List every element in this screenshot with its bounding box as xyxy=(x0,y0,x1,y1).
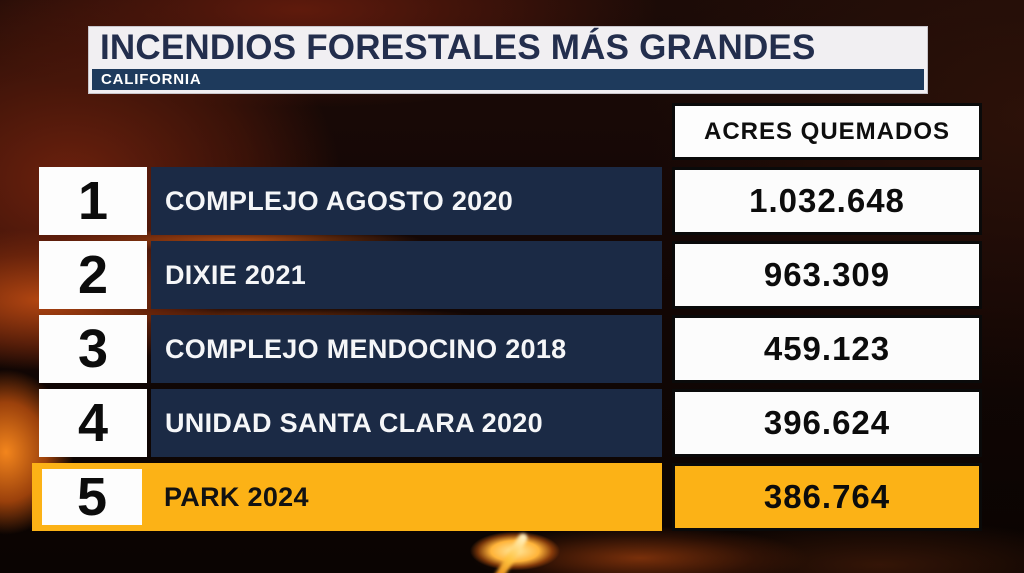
fire-name-label: COMPLEJO AGOSTO 2020 xyxy=(151,167,662,235)
table-row: 4 UNIDAD SANTA CLARA 2020 396.624 xyxy=(32,389,982,457)
table-row: 2 DIXIE 2021 963.309 xyxy=(32,241,982,309)
table-row: 5 PARK 2024 386.764 xyxy=(32,463,982,531)
ranking-table: 1 COMPLEJO AGOSTO 2020 1.032.648 2 DIXIE… xyxy=(32,167,982,531)
row-left-bar: 2 DIXIE 2021 xyxy=(32,241,662,309)
title-banner: INCENDIOS FORESTALES MÁS GRANDES CALIFOR… xyxy=(88,26,928,94)
rank-badge: 3 xyxy=(39,315,147,383)
fire-name-label: DIXIE 2021 xyxy=(151,241,662,309)
subtitle-strip: CALIFORNIA xyxy=(92,69,924,90)
row-left-bar: 1 COMPLEJO AGOSTO 2020 xyxy=(32,167,662,235)
rank-number: 3 xyxy=(77,319,109,379)
rank-badge: 1 xyxy=(39,167,147,235)
rank-number: 2 xyxy=(77,245,109,305)
fire-name-label: COMPLEJO MENDOCINO 2018 xyxy=(151,315,662,383)
column-header-acres: ACRES QUEMADOS xyxy=(672,103,982,160)
acres-value: 396.624 xyxy=(672,389,982,457)
row-left-bar: 3 COMPLEJO MENDOCINO 2018 xyxy=(32,315,662,383)
table-row: 3 COMPLEJO MENDOCINO 2018 459.123 xyxy=(32,315,982,383)
row-left-bar: 5 PARK 2024 xyxy=(32,463,662,531)
fire-name-label: PARK 2024 xyxy=(164,481,309,512)
acres-value: 963.309 xyxy=(672,241,982,309)
rank-badge: 5 xyxy=(42,469,142,525)
rank-badge: 4 xyxy=(39,389,147,457)
acres-value: 1.032.648 xyxy=(672,167,982,235)
rank-badge: 2 xyxy=(39,241,147,309)
rank-number: 4 xyxy=(77,393,109,453)
fire-name-label: UNIDAD SANTA CLARA 2020 xyxy=(151,389,662,457)
subtitle-label: CALIFORNIA xyxy=(101,71,202,88)
rank-number: 1 xyxy=(77,171,109,231)
acres-value: 459.123 xyxy=(672,315,982,383)
column-header-label: ACRES QUEMADOS xyxy=(703,117,951,145)
table-row: 1 COMPLEJO AGOSTO 2020 1.032.648 xyxy=(32,167,982,235)
rank-number: 5 xyxy=(76,467,108,527)
row-left-bar: 4 UNIDAD SANTA CLARA 2020 xyxy=(32,389,662,457)
page-title: INCENDIOS FORESTALES MÁS GRANDES xyxy=(100,28,816,67)
acres-value: 386.764 xyxy=(672,463,982,531)
